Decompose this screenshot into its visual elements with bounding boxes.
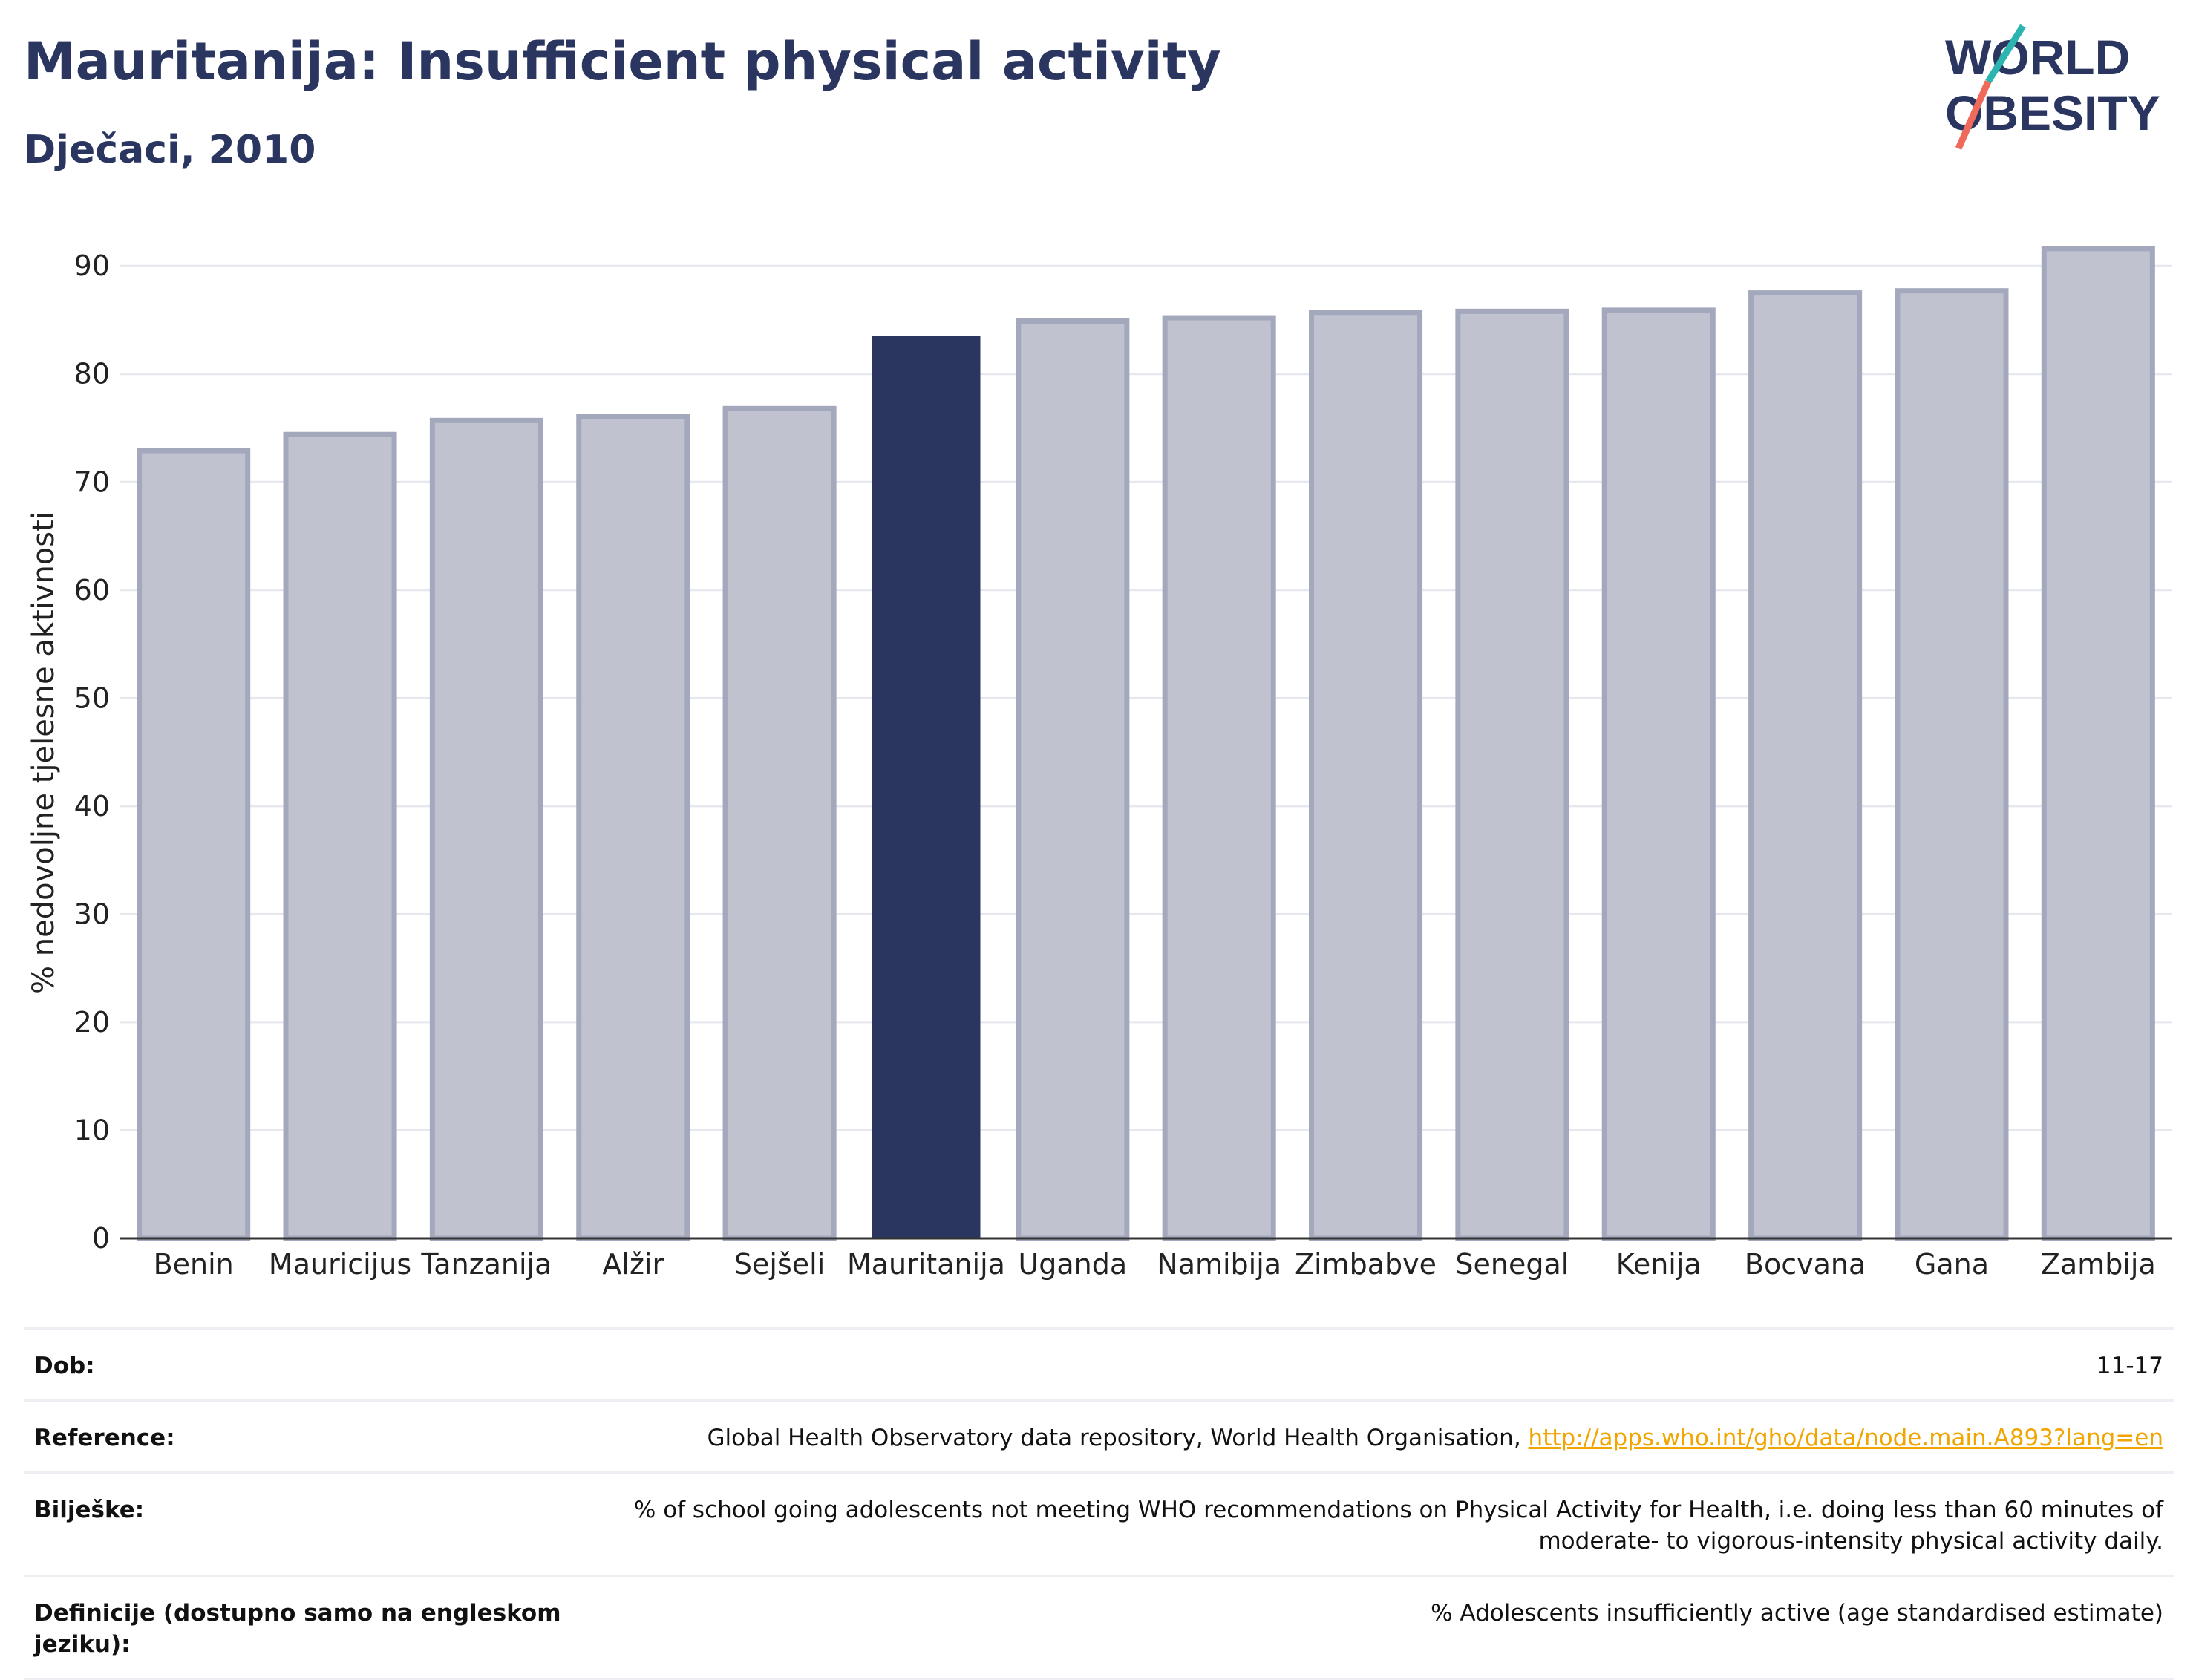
y-tick-label: 20 — [74, 1006, 110, 1039]
x-tick-label: Alžir — [602, 1248, 664, 1281]
x-tick-label: Sejšeli — [734, 1248, 825, 1281]
bar — [1309, 310, 1423, 1241]
world-obesity-logo: WORLD OBESITY — [1945, 24, 2160, 150]
x-tick-label: Uganda — [1018, 1248, 1127, 1281]
bar — [2041, 246, 2155, 1241]
info-value-definitions: % Adolescents insufficiently active (age… — [1431, 1600, 2163, 1627]
bar — [1016, 318, 1130, 1241]
x-tick-label: Kenija — [1616, 1248, 1702, 1281]
info-row-definitions: Definicije (dostupno samo na engleskom j… — [24, 1575, 2174, 1680]
y-tick-label: 80 — [74, 358, 110, 390]
bar — [137, 448, 251, 1241]
info-label-notes: Bilješke: — [34, 1497, 145, 1523]
info-value-notes: % of school going adolescents not meetin… — [633, 1497, 2163, 1555]
info-value-age: 11-17 — [2096, 1353, 2163, 1379]
info-table: Dob: 11-17 Reference: Global Health Obse… — [24, 1327, 2174, 1680]
bar — [1748, 290, 1863, 1241]
x-tick-label: Tanzanija — [420, 1248, 552, 1281]
bar — [1162, 315, 1276, 1241]
bar-chart: 0 10 20 30 40 50 60 70 80 90 Benin Mauricijus Tanzan… — [27, 246, 2172, 1281]
bar — [1601, 307, 1716, 1241]
info-label-age: Dob: — [34, 1353, 95, 1379]
info-row-age: Dob: 11-17 — [24, 1327, 2174, 1399]
x-tick-label: Mauritanija — [847, 1248, 1005, 1281]
bar — [1895, 288, 2009, 1241]
x-tick-label: Mauricijus — [269, 1248, 411, 1281]
page-title: Mauritanija: Insufficient physical activ… — [24, 31, 1221, 92]
info-label-definitions: Definicije (dostupno samo na engleskom j… — [34, 1600, 561, 1658]
info-label-reference: Reference: — [34, 1425, 175, 1451]
x-tick-label: Senegal — [1455, 1248, 1569, 1281]
y-tick-label: 90 — [74, 249, 110, 282]
y-tick-label: 40 — [74, 790, 110, 823]
y-tick-label: 50 — [74, 682, 110, 714]
x-tick-label: Zambija — [2041, 1248, 2156, 1281]
y-tick-label: 30 — [74, 898, 110, 930]
info-row-notes: Bilješke: % of school going adolescents … — [24, 1471, 2174, 1575]
y-axis-title: % nedovoljne tjelesne aktivnosti — [27, 511, 61, 994]
y-tick-label: 0 — [92, 1222, 110, 1255]
info-row-reference: Reference: Global Health Observatory dat… — [24, 1399, 2174, 1471]
x-tick-label: Zimbabve — [1295, 1248, 1437, 1281]
reference-link[interactable]: http://apps.who.int/gho/data/node.main.A… — [1528, 1425, 2163, 1451]
logo-slash-teal — [1985, 24, 2026, 84]
bar — [576, 414, 690, 1241]
bar — [429, 417, 543, 1241]
y-tick-label: 60 — [74, 574, 110, 607]
page-subtitle: Dječaci, 2010 — [24, 128, 316, 172]
info-value-reference: Global Health Observatory data repositor… — [707, 1422, 2163, 1454]
bar — [722, 405, 837, 1241]
logo-line1: WORLD — [1945, 30, 2130, 85]
x-tick-label: Namibija — [1157, 1248, 1281, 1281]
y-tick-label: 70 — [74, 465, 110, 498]
logo-slash-coral — [1955, 80, 1992, 150]
bar — [283, 431, 397, 1241]
reference-text: Global Health Observatory data repositor… — [707, 1425, 1521, 1451]
x-tick-label: Gana — [1915, 1248, 1989, 1281]
bar — [1455, 308, 1569, 1241]
x-tick-label: Benin — [154, 1248, 234, 1281]
x-tick-label: Bocvana — [1745, 1248, 1866, 1281]
y-tick-label: 10 — [74, 1114, 110, 1146]
bar — [872, 336, 981, 1239]
